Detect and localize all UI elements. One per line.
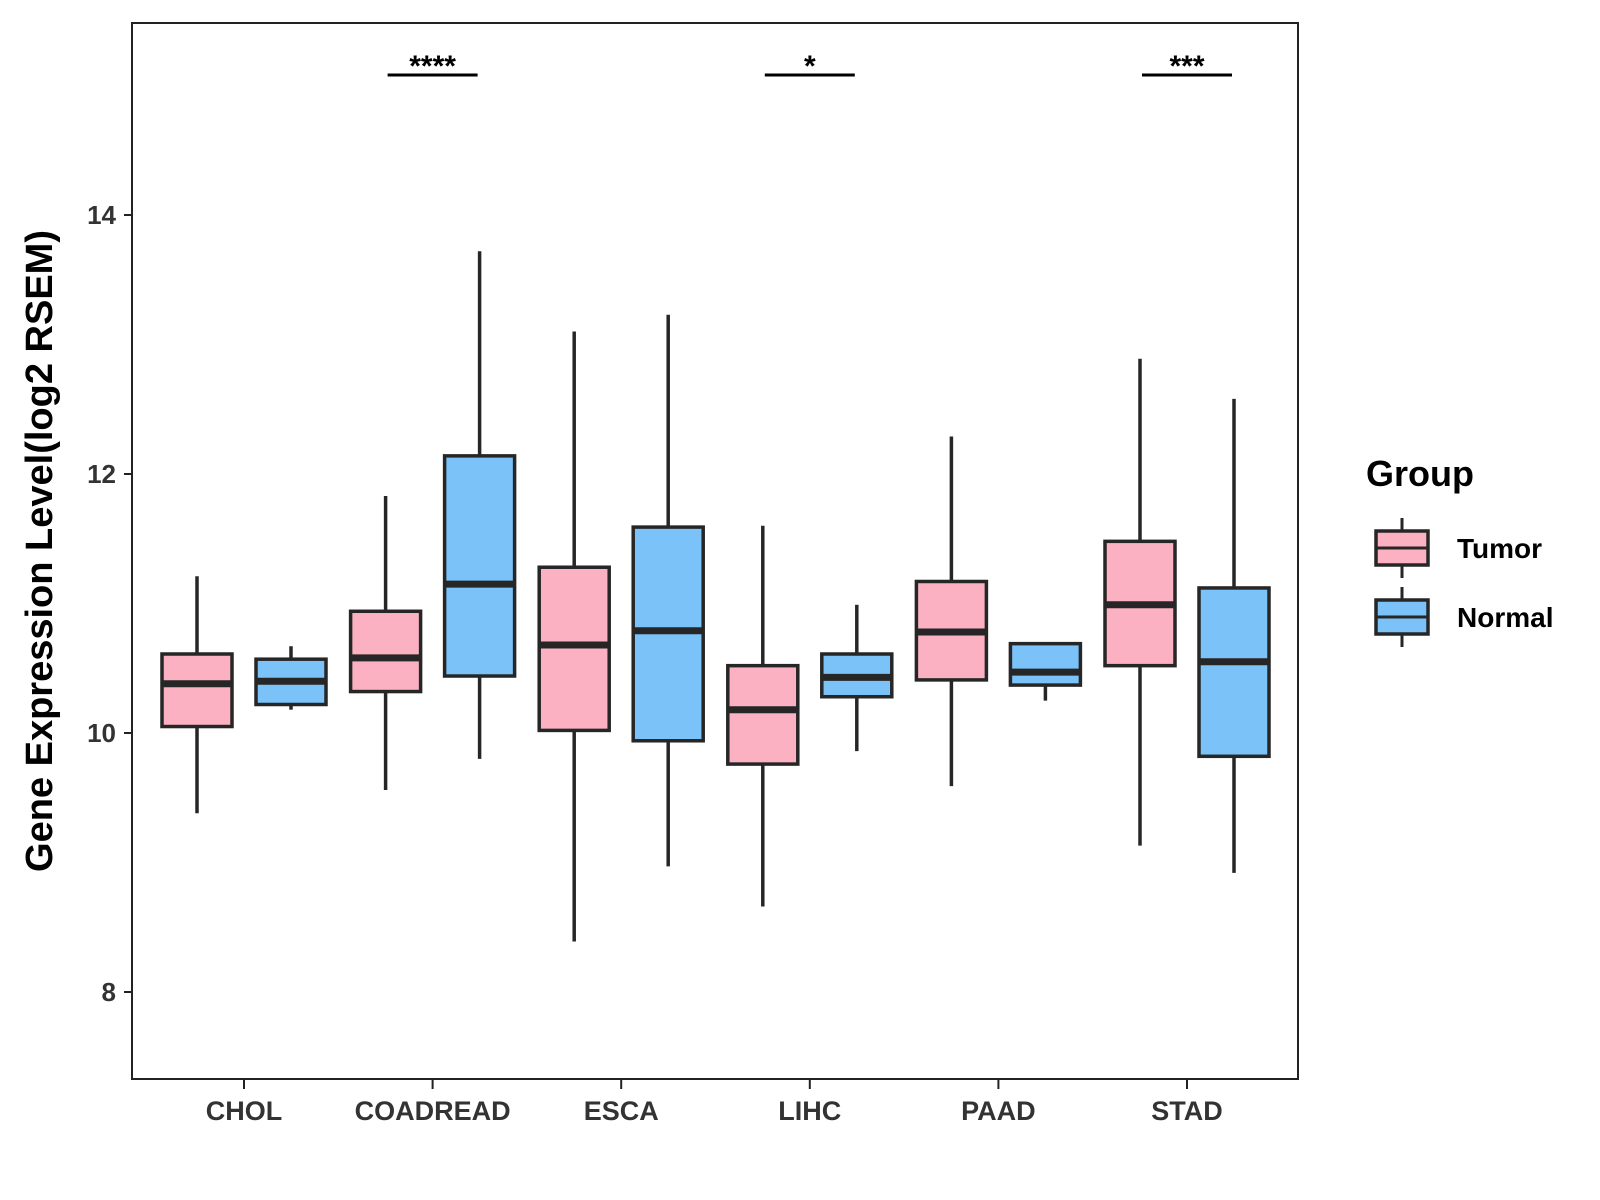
box-tumor-lihc bbox=[726, 525, 800, 907]
x-tick-label: PAAD bbox=[961, 1096, 1036, 1126]
significance-layer: **** * *** bbox=[387, 50, 1232, 83]
x-tick-label: ESCA bbox=[584, 1096, 659, 1126]
significance-label: *** bbox=[1169, 50, 1204, 83]
box-normal-lihc bbox=[820, 604, 894, 752]
legend-item-tumor: Tumor bbox=[1374, 518, 1542, 578]
box-iqr bbox=[160, 652, 234, 729]
box-tumor-chol bbox=[160, 576, 234, 814]
box-tumor-stad bbox=[1103, 358, 1177, 846]
box-normal-stad bbox=[1197, 398, 1271, 873]
box-tumor-esca bbox=[537, 331, 611, 942]
box-iqr bbox=[537, 565, 611, 733]
legend-item-normal: Normal bbox=[1374, 587, 1553, 647]
boxes-layer bbox=[160, 251, 1271, 942]
x-tick-label: COADREAD bbox=[355, 1096, 511, 1126]
legend-label: Tumor bbox=[1457, 533, 1542, 564]
legend: Group Tumor Normal bbox=[1366, 453, 1553, 647]
x-tick-label: LIHC bbox=[778, 1096, 841, 1126]
y-tick-label: 12 bbox=[87, 459, 116, 489]
box-normal-coadread bbox=[442, 251, 517, 759]
box-iqr bbox=[348, 609, 423, 694]
box-normal-chol bbox=[254, 646, 328, 710]
box-normal-paad bbox=[1008, 641, 1083, 701]
box-tumor-paad bbox=[914, 436, 989, 787]
y-tick-label: 10 bbox=[87, 718, 116, 748]
box-iqr bbox=[1197, 586, 1271, 759]
x-tick-label: CHOL bbox=[206, 1096, 283, 1126]
significance-label: **** bbox=[409, 50, 456, 83]
x-axis: CHOL COADREAD ESCA LIHC PAAD STAD bbox=[206, 1079, 1223, 1126]
y-axis: 8 10 12 14 bbox=[87, 200, 132, 1007]
x-tick-label: STAD bbox=[1151, 1096, 1223, 1126]
significance-label: * bbox=[804, 50, 816, 83]
y-axis-title: Gene Expression Level(log2 RSEM) bbox=[19, 230, 61, 872]
legend-title: Group bbox=[1366, 453, 1474, 494]
box-normal-esca bbox=[631, 314, 705, 867]
box-tumor-coadread bbox=[348, 496, 423, 790]
box-iqr bbox=[442, 454, 517, 678]
box-iqr bbox=[1008, 641, 1083, 687]
box-iqr bbox=[726, 663, 800, 766]
y-tick-label: 14 bbox=[87, 200, 116, 230]
y-tick-label: 8 bbox=[102, 977, 116, 1007]
legend-label: Normal bbox=[1457, 602, 1553, 633]
